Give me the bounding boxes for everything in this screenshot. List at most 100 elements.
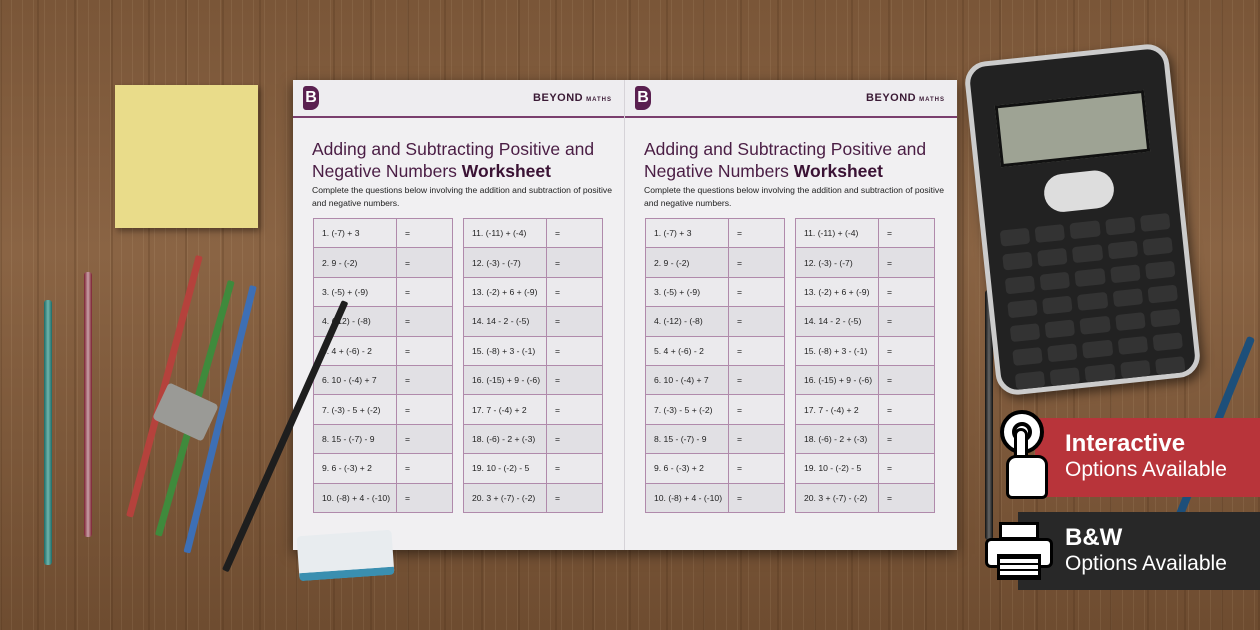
answer-cell: = [396, 482, 453, 513]
bw-badge: B&W Options Available [1018, 512, 1260, 590]
question-text: 10. (-8) + 4 - (-10) [313, 482, 397, 513]
calculator-key [1069, 220, 1101, 240]
calculator-key [1119, 359, 1151, 379]
answer-cell: = [396, 453, 453, 484]
question-text: 11. (-11) + (-4) [463, 217, 547, 249]
question-text: 19. 10 - (-2) - 5 [795, 453, 879, 484]
question-text: 11. (-11) + (-4) [795, 217, 879, 249]
question-row: 11. (-11) + (-4) = [463, 217, 603, 249]
question-row: 2. 9 - (-2) = [645, 247, 785, 278]
question-row: 13. (-2) + 6 + (-9) = [463, 276, 603, 308]
question-row: 19. 10 - (-2) - 5 = [795, 453, 935, 484]
question-text: 13. (-2) + 6 + (-9) [463, 276, 547, 308]
calculator-key [1082, 339, 1113, 359]
answer-cell: = [396, 364, 453, 396]
question-text: 18. (-6) - 2 + (-3) [463, 423, 547, 455]
question-text: 3. (-5) + (-9) [313, 276, 397, 308]
question-row: 16. (-15) + 9 - (-6) = [795, 364, 935, 396]
question-row: 1. (-7) + 3 = [645, 217, 785, 249]
answer-cell: = [728, 335, 785, 366]
calculator-key [1104, 216, 1136, 236]
answer-cell: = [546, 335, 603, 366]
question-row: 1. (-7) + 3 = [313, 217, 453, 249]
answer-cell: = [878, 306, 935, 337]
question-row: 17. 7 - (-4) + 2 = [463, 394, 603, 425]
brand-name: BEYOND MATHS [533, 92, 612, 104]
answer-cell: = [878, 217, 935, 249]
answer-cell: = [546, 482, 603, 513]
calculator-key [1109, 264, 1141, 284]
worksheet-page: B BEYOND MATHS Adding and Subtracting Pos… [625, 80, 957, 550]
question-text: 2. 9 - (-2) [313, 247, 397, 278]
bw-badge-title: B&W [1065, 524, 1123, 551]
question-text: 12. (-3) - (-7) [463, 247, 547, 278]
calculator-key [1152, 332, 1184, 352]
questions-table: 1. (-7) + 3 = 2. 9 - (-2) = 3. (-5) + (-9) = 4… [313, 217, 453, 513]
question-text: 9. 6 - (-3) + 2 [645, 453, 729, 484]
beyond-logo: B [635, 86, 651, 110]
question-row: 7. (-3) - 5 + (-2) = [645, 394, 785, 425]
worksheet-page: B BEYOND MATHS Adding and Subtracting Pos… [293, 80, 625, 550]
brand-name: BEYOND MATHS [866, 92, 945, 104]
question-text: 6. 10 - (-4) + 7 [313, 364, 397, 396]
question-text: 3. (-5) + (-9) [645, 276, 729, 308]
calculator-key [1117, 335, 1148, 355]
question-row: 17. 7 - (-4) + 2 = [795, 394, 935, 425]
question-text: 6. 10 - (-4) + 7 [645, 364, 729, 396]
question-text: 8. 15 - (-7) - 9 [645, 423, 729, 455]
answer-cell: = [396, 335, 453, 366]
calculator-key [1007, 299, 1038, 319]
calculator-key [1074, 268, 1106, 288]
page-header: B BEYOND MATHS [625, 80, 957, 118]
calculator-key [1107, 240, 1138, 260]
question-row: 18. (-6) - 2 + (-3) = [795, 423, 935, 455]
pen-red [84, 272, 92, 537]
answer-cell: = [396, 306, 453, 337]
question-row: 5. 4 + (-6) - 2 = [645, 335, 785, 366]
calculator-key [1084, 363, 1116, 383]
calculator-key [1079, 315, 1111, 335]
calculator-key [1004, 275, 1036, 295]
question-text: 1. (-7) + 3 [313, 217, 397, 249]
calculator-key [1002, 251, 1033, 271]
question-row: 9. 6 - (-3) + 2 = [313, 453, 453, 484]
touch-hand-icon [998, 410, 1050, 500]
answer-cell: = [878, 276, 935, 308]
question-text: 14. 14 - 2 - (-5) [463, 306, 547, 337]
answer-cell: = [878, 482, 935, 513]
answer-cell: = [396, 247, 453, 278]
answer-cell: = [546, 364, 603, 396]
question-text: 7. (-3) - 5 + (-2) [645, 394, 729, 425]
question-text: 7. (-3) - 5 + (-2) [313, 394, 397, 425]
calculator-key [1012, 347, 1043, 366]
answer-cell: = [546, 306, 603, 337]
answer-cell: = [878, 335, 935, 366]
interactive-badge-subtitle: Options Available [1065, 458, 1227, 481]
answer-cell: = [878, 423, 935, 455]
answer-cell: = [546, 247, 603, 278]
question-row: 5. 4 + (-6) - 2 = [313, 335, 453, 366]
question-row: 4. (-12) - (-8) = [313, 306, 453, 337]
answer-cell: = [396, 423, 453, 455]
question-row: 15. (-8) + 3 - (-1) = [463, 335, 603, 366]
answer-cell: = [728, 394, 785, 425]
answer-cell: = [396, 217, 453, 249]
worksheet-title: Adding and Subtracting Positive and Nega… [644, 139, 927, 181]
answer-cell: = [728, 482, 785, 513]
answer-cell: = [546, 423, 603, 455]
question-row: 6. 10 - (-4) + 7 = [645, 364, 785, 396]
question-text: 4. (-12) - (-8) [313, 306, 397, 337]
question-text: 17. 7 - (-4) + 2 [795, 394, 879, 425]
calculator-dpad [1042, 168, 1116, 214]
question-text: 5. 4 + (-6) - 2 [313, 335, 397, 366]
question-row: 14. 14 - 2 - (-5) = [795, 306, 935, 337]
answer-cell: = [728, 423, 785, 455]
answer-cell: = [728, 453, 785, 484]
calculator-key [1014, 370, 1046, 390]
answer-cell: = [878, 453, 935, 484]
question-text: 16. (-15) + 9 - (-6) [463, 364, 547, 396]
question-row: 8. 15 - (-7) - 9 = [645, 423, 785, 455]
question-text: 16. (-15) + 9 - (-6) [795, 364, 879, 396]
calculator [963, 42, 1202, 397]
answer-cell: = [546, 453, 603, 484]
